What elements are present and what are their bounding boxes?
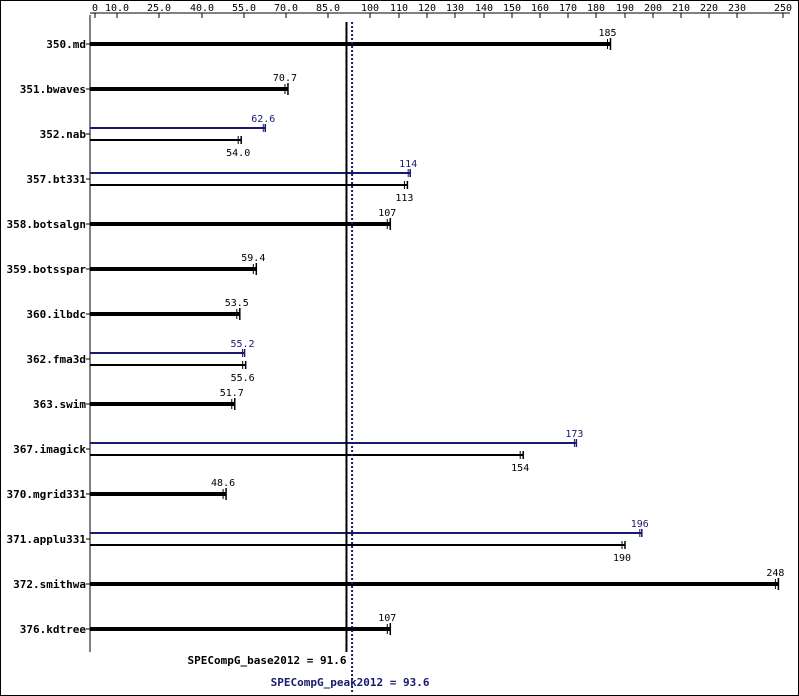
x-tick-label: 0 — [92, 3, 98, 14]
base-value-label: 53.5 — [225, 298, 249, 309]
benchmark-label: 351.bwaves — [20, 83, 86, 96]
base-value-label: 107 — [378, 613, 396, 624]
x-tick-label: 140 — [475, 3, 493, 14]
x-tick-label: 200 — [644, 3, 662, 14]
base-value-label: 55.6 — [231, 373, 255, 384]
base-value-label: 113 — [395, 193, 413, 204]
x-tick-label: 55.0 — [232, 3, 256, 14]
benchmark-label: 363.swim — [33, 398, 86, 411]
benchmark-label: 360.ilbdc — [26, 308, 86, 321]
x-tick-label: 190 — [616, 3, 634, 14]
base-value-label: 185 — [598, 28, 616, 39]
x-tick-label: 70.0 — [274, 3, 298, 14]
x-tick-label: 160 — [531, 3, 549, 14]
benchmark-label: 358.botsalgn — [7, 218, 86, 231]
benchmark-label: 371.applu331 — [7, 533, 87, 546]
x-tick-label: 180 — [587, 3, 605, 14]
peak-value-label: 173 — [565, 429, 583, 440]
benchmark-label: 376.kdtree — [20, 623, 87, 636]
benchmark-label: 352.nab — [40, 128, 87, 141]
x-tick-label: 210 — [672, 3, 690, 14]
x-tick-label: 25.0 — [147, 3, 171, 14]
x-tick-label: 120 — [418, 3, 436, 14]
x-tick-label: 250 — [774, 3, 792, 14]
peak-reference-label: SPECompG_peak2012 = 93.6 — [271, 676, 430, 689]
benchmark-label: 362.fma3d — [26, 353, 86, 366]
base-value-label: 107 — [378, 208, 396, 219]
base-value-label: 70.7 — [273, 73, 297, 84]
peak-value-label: 62.6 — [251, 114, 275, 125]
base-reference-label: SPECompG_base2012 = 91.6 — [188, 654, 347, 667]
x-tick-label: 40.0 — [190, 3, 214, 14]
x-tick-label: 10.0 — [105, 3, 129, 14]
x-tick-label: 170 — [559, 3, 577, 14]
base-value-label: 59.4 — [241, 253, 265, 264]
x-tick-label: 230 — [728, 3, 746, 14]
x-tick-label: 100 — [361, 3, 379, 14]
benchmark-label: 367.imagick — [13, 443, 86, 456]
x-tick-label: 110 — [390, 3, 408, 14]
base-value-label: 48.6 — [211, 478, 235, 489]
x-tick-label: 130 — [446, 3, 464, 14]
base-value-label: 190 — [613, 553, 631, 564]
base-value-label: 154 — [511, 463, 529, 474]
benchmark-label: 350.md — [46, 38, 86, 51]
benchmark-label: 357.bt331 — [26, 173, 86, 186]
peak-value-label: 55.2 — [231, 339, 255, 350]
base-value-label: 248 — [766, 568, 784, 579]
x-tick-label: 150 — [503, 3, 521, 14]
benchmark-label: 372.smithwa — [13, 578, 86, 591]
x-tick-label: 220 — [700, 3, 718, 14]
peak-value-label: 114 — [399, 159, 417, 170]
base-value-label: 51.7 — [220, 388, 244, 399]
peak-value-label: 196 — [631, 519, 649, 530]
benchmark-label: 370.mgrid331 — [7, 488, 87, 501]
benchmark-label: 359.botsspar — [7, 263, 87, 276]
x-tick-label: 85.0 — [316, 3, 340, 14]
base-value-label: 54.0 — [226, 148, 250, 159]
